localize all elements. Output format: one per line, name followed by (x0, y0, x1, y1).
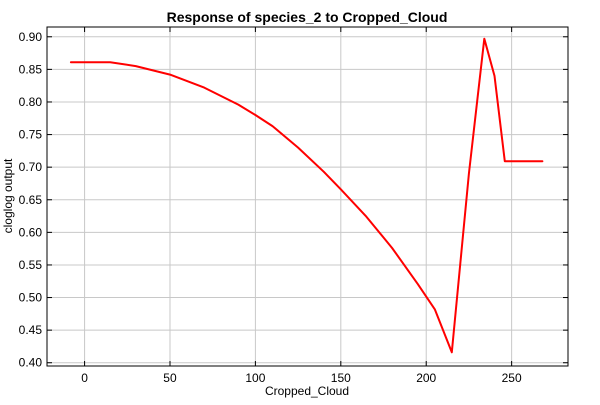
response-curve-line (69, 37, 544, 354)
x-tick-label: 250 (502, 371, 522, 385)
plot-frame (46, 26, 569, 367)
x-tick-label: 50 (163, 371, 177, 385)
x-tick-label: 100 (245, 371, 265, 385)
tick-layer: 0 50 100 150 200 250 0.40 0.45 0.50 0.55 0.60 0.65 0… (19, 27, 568, 385)
y-tick-label: 0.60 (19, 225, 43, 239)
y-tick-label: 0.45 (19, 323, 43, 337)
y-tick-label: 0.50 (19, 291, 43, 305)
x-tick-label: 150 (331, 371, 351, 385)
grid-layer (47, 27, 568, 366)
chart-title: Response of species_2 to Cropped_Cloud (167, 9, 448, 25)
x-tick-label: 0 (81, 371, 88, 385)
x-tick-label: 200 (416, 371, 436, 385)
x-axis-label: Cropped_Cloud (265, 384, 349, 398)
y-axis-label: cloglog output (1, 158, 15, 233)
y-tick-label: 0.90 (19, 30, 43, 44)
y-tick-label: 0.85 (19, 62, 43, 76)
y-tick-label: 0.75 (19, 128, 43, 142)
y-tick-label: 0.65 (19, 193, 43, 207)
y-tick-label: 0.40 (19, 356, 43, 370)
y-tick-label: 0.70 (19, 160, 43, 174)
y-tick-label: 0.80 (19, 95, 43, 109)
y-tick-label: 0.55 (19, 258, 43, 272)
series-layer (69, 37, 544, 354)
